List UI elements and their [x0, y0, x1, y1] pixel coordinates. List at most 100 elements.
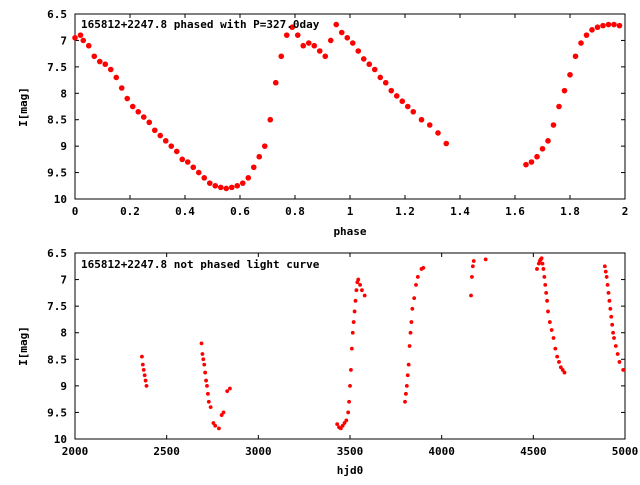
phased-data-point	[327, 37, 334, 44]
phased-data-point	[162, 138, 169, 144]
phased-data-point	[366, 61, 373, 68]
unphased-panel: 2000 2500 3000 3500 4000 4500 5000 6.5 7 7.5 8 8.5 9…	[17, 247, 638, 477]
phased-x-axis-label: phase	[333, 225, 366, 238]
unphased-data-point	[555, 354, 560, 359]
phased-data-point	[583, 32, 590, 38]
phased-panel: 0 0.2 0.4 0.6 0.8 1 1.2 1.4 1.6 1.8 2 6.5 7 7.5 8 8.5 9 9…	[17, 8, 628, 238]
phased-data-point	[611, 21, 617, 28]
phased-data-point	[377, 74, 384, 81]
unphased-data-point	[346, 410, 351, 415]
phased-data-point	[523, 161, 529, 168]
unphased-y-tick-label: 9	[60, 380, 67, 393]
unphased-y-tick-label: 10	[54, 433, 67, 446]
unphased-data-point	[544, 290, 549, 295]
unphased-x-tick-label: 5000	[612, 445, 639, 458]
phased-data-point	[195, 169, 202, 176]
unphased-data-point	[208, 405, 213, 410]
unphased-data-point	[421, 265, 426, 270]
phased-x-tick-label: 0.6	[230, 205, 250, 218]
phased-data-point	[410, 108, 417, 115]
phased-data-point	[435, 130, 441, 136]
phased-data-point	[556, 103, 562, 110]
phased-data-point	[217, 184, 224, 191]
phased-data-point	[388, 87, 395, 94]
phased-data-point	[91, 53, 98, 60]
unphased-data-point	[558, 365, 563, 370]
unphased-data-point	[347, 399, 351, 404]
phased-data-point	[245, 175, 252, 181]
unphased-data-point	[211, 421, 216, 425]
unphased-data-point	[408, 330, 413, 335]
phased-data-point	[234, 182, 241, 189]
phased-data-point	[168, 143, 175, 149]
unphased-data-point	[354, 288, 359, 293]
unphased-data-point	[228, 386, 232, 391]
phased-plot-frame	[74, 13, 626, 200]
phased-data-point	[616, 22, 623, 29]
unphased-data-point	[140, 362, 145, 367]
unphased-data-point	[217, 426, 221, 431]
unphased-data-point	[562, 370, 567, 375]
phased-data-point	[190, 164, 197, 171]
unphased-x-axis-label: hjd0	[337, 464, 364, 477]
unphased-plot-frame	[74, 252, 626, 440]
phased-x-tick-label: 0.8	[285, 205, 305, 218]
unphased-data-point	[414, 282, 418, 287]
phased-data-point	[113, 74, 120, 81]
unphased-data-point	[543, 282, 548, 287]
phased-data-point	[550, 122, 557, 128]
unphased-data-point	[553, 346, 558, 351]
unphased-axis-ticks: 2000 2500 3000 3500 4000 4500 5000 6.5 7 7.5 8 8.5 9…	[47, 247, 638, 458]
phased-data-point	[605, 21, 612, 28]
unphased-y-tick-label: 7	[60, 274, 67, 287]
unphased-data-point	[140, 354, 144, 359]
unphased-data-point	[613, 344, 618, 348]
unphased-data-point	[349, 368, 353, 372]
unphased-data-point	[199, 341, 204, 346]
phased-data-point	[294, 32, 301, 38]
unphased-data-point	[603, 269, 608, 274]
phased-data-point	[539, 145, 546, 152]
unphased-data-point	[412, 296, 417, 301]
unphased-y-tick-label: 9.5	[47, 406, 67, 419]
phased-y-tick-label: 7.5	[47, 61, 67, 74]
phased-x-tick-label: 1.2	[395, 205, 415, 218]
unphased-data-point	[356, 277, 361, 282]
unphased-data-point	[143, 378, 148, 383]
phased-data-point	[404, 103, 411, 110]
phased-data-point	[399, 98, 406, 105]
phased-data-point	[261, 143, 268, 149]
phased-data-point	[360, 56, 367, 62]
phased-data-point	[212, 182, 219, 189]
phased-data-point	[572, 53, 579, 60]
unphased-data-point	[549, 328, 554, 332]
phased-y-tick-label: 9.5	[47, 167, 67, 180]
phased-data-point	[129, 103, 136, 110]
unphased-data-point	[469, 293, 473, 298]
phased-data-point	[600, 22, 606, 29]
unphased-data-point	[203, 370, 208, 375]
unphased-data-point	[610, 322, 615, 327]
unphased-data-points	[140, 256, 626, 431]
unphased-y-tick-label: 6.5	[47, 247, 67, 260]
phased-data-point	[278, 53, 285, 60]
phased-data-point	[250, 164, 257, 171]
unphased-data-point	[546, 309, 550, 314]
unphased-data-point	[547, 320, 552, 324]
phased-data-point	[184, 159, 191, 165]
phased-y-tick-label: 8	[60, 87, 67, 100]
phased-x-tick-label: 1	[347, 205, 354, 218]
phased-y-tick-label: 6.5	[47, 8, 67, 21]
phased-data-point	[418, 116, 425, 123]
phased-data-point	[344, 34, 351, 41]
phased-data-point	[135, 108, 142, 115]
phased-data-point	[223, 185, 230, 192]
phased-data-point	[382, 79, 389, 86]
unphased-data-point	[471, 259, 476, 263]
unphased-data-point	[338, 426, 343, 431]
unphased-data-point	[409, 320, 414, 324]
unphased-data-point	[205, 383, 209, 388]
phased-data-point	[443, 140, 450, 147]
phased-y-tick-label: 7	[60, 34, 67, 47]
